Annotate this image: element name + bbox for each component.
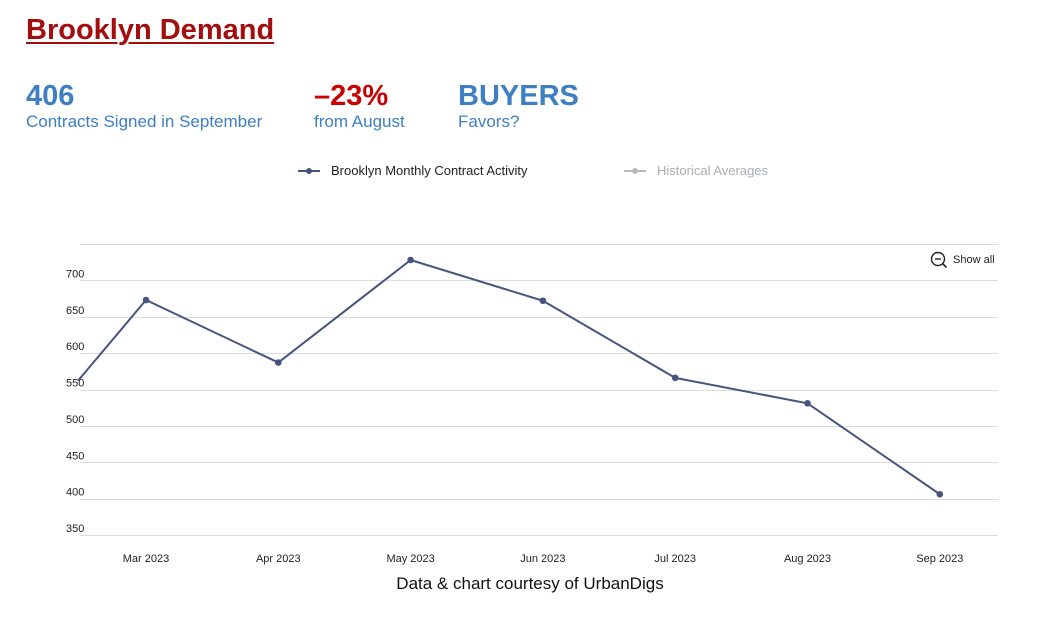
zoom-out-icon — [930, 251, 948, 269]
page-title: Brooklyn Demand — [26, 14, 275, 46]
chart-credit: Data & chart courtesy of UrbanDigs — [396, 574, 664, 593]
series-line — [77, 259, 941, 496]
show-all-label: Show all — [953, 254, 995, 266]
stat-label: from August — [314, 112, 405, 131]
stat-change-from-august: –23% from August — [314, 80, 405, 132]
data-point — [539, 297, 547, 305]
legend-item-contract-activity[interactable]: Brooklyn Monthly Contract Activity — [298, 163, 528, 178]
x-tick-label: Apr 2023 — [256, 553, 301, 565]
y-tick-label: 350 — [66, 523, 84, 535]
legend-line-swatch — [624, 167, 646, 174]
legend-label: Historical Averages — [657, 163, 769, 178]
y-tick-label: 550 — [66, 378, 84, 390]
x-tick-label: Jul 2023 — [654, 553, 696, 565]
x-tick-label: Sep 2023 — [916, 553, 963, 565]
y-tick-label: 700 — [66, 268, 84, 280]
legend-item-historical-averages[interactable]: Historical Averages — [624, 163, 768, 178]
data-point — [407, 256, 414, 264]
x-tick-label: Mar 2023 — [123, 553, 169, 565]
y-tick-label: 600 — [66, 341, 84, 353]
legend-line-swatch — [298, 167, 320, 174]
y-tick-label: 500 — [66, 414, 84, 426]
data-point — [936, 490, 944, 498]
data-point — [671, 374, 679, 382]
data-point — [804, 400, 811, 407]
y-tick-label: 650 — [66, 305, 84, 317]
chart-series — [77, 256, 944, 498]
stat-label: Favors? — [458, 112, 520, 131]
x-tick-label: Jun 2023 — [520, 553, 565, 565]
stat-value: BUYERS — [458, 80, 579, 112]
y-tick-label: 450 — [66, 450, 84, 462]
legend-label: Brooklyn Monthly Contract Activity — [331, 163, 528, 178]
chart-gridlines — [80, 244, 998, 536]
show-all-button[interactable]: Show all — [930, 251, 995, 269]
stat-contracts-signed: 406 Contracts Signed in September — [26, 80, 262, 132]
x-tick-label: May 2023 — [386, 553, 434, 565]
stat-value: 406 — [26, 80, 75, 112]
x-axis-ticks: Mar 2023 Apr 2023 May 2023 Jun 2023 Jul 2023… — [123, 553, 964, 565]
y-axis-ticks: 350 400 450 500 550 600 650 700 — [66, 268, 84, 535]
y-tick-label: 400 — [66, 487, 84, 499]
stat-label: Contracts Signed in September — [26, 112, 263, 131]
stat-market-favors: BUYERS Favors? — [458, 80, 579, 132]
data-point — [142, 296, 150, 304]
x-tick-label: Aug 2023 — [784, 553, 831, 565]
stat-value: –23% — [314, 80, 389, 112]
data-point — [275, 359, 282, 366]
